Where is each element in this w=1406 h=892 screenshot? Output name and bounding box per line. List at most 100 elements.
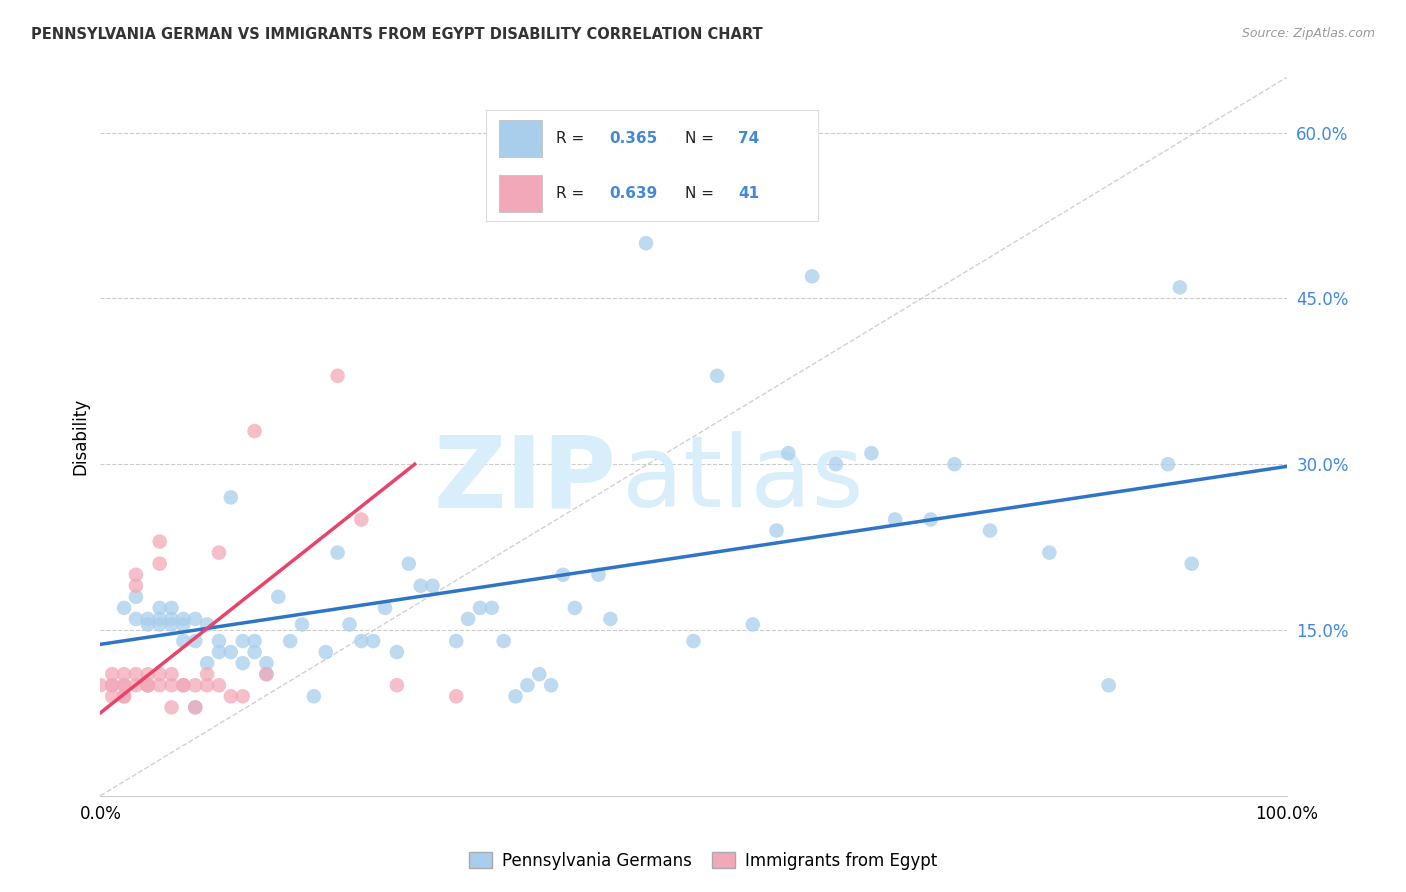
Point [824,457,846,471]
Point [385,678,408,692]
Point [943,457,966,471]
Point [149,678,172,692]
Point [195,678,218,692]
Text: atlas: atlas [623,431,863,528]
Legend: Pennsylvania Germans, Immigrants from Egypt: Pennsylvania Germans, Immigrants from Eg… [463,846,943,877]
Point [195,617,218,632]
Point [254,667,277,681]
Point [564,600,586,615]
Point [920,512,942,526]
Point [101,678,124,692]
Point [172,612,194,626]
Point [409,579,432,593]
Point [326,546,349,560]
Point [101,678,124,692]
Point [243,424,266,438]
Point [444,690,467,704]
Point [136,678,159,692]
Point [588,567,610,582]
Point [682,634,704,648]
Point [350,634,373,648]
Point [374,600,396,615]
Point [254,656,277,670]
Point [160,600,183,615]
Point [278,634,301,648]
Point [302,690,325,704]
Point [529,667,551,681]
Point [149,667,172,681]
Point [505,690,527,704]
Point [232,634,254,648]
Point [219,690,242,704]
Point [112,667,135,681]
Point [172,678,194,692]
Point [136,678,159,692]
Point [801,269,824,284]
Point [291,617,314,632]
Point [112,600,135,615]
Point [361,634,384,648]
Point [516,678,538,692]
Point [1181,557,1204,571]
Point [125,667,148,681]
Point [232,656,254,670]
Point [160,678,183,692]
Point [136,617,159,632]
Point [1038,546,1060,560]
Point [634,236,657,251]
Point [125,590,148,604]
Point [149,617,172,632]
Point [149,612,172,626]
Point [1098,678,1121,692]
Point [208,678,231,692]
Point [172,678,194,692]
Point [208,634,231,648]
Point [326,368,349,383]
Text: ZIP: ZIP [433,431,616,528]
Point [267,590,290,604]
Point [149,534,172,549]
Point [492,634,515,648]
Point [540,678,562,692]
Point [112,690,135,704]
Point [136,678,159,692]
Point [765,524,787,538]
Point [112,678,135,692]
Point [160,667,183,681]
Point [160,617,183,632]
Point [184,700,207,714]
Point [172,617,194,632]
Point [457,612,479,626]
Text: PENNSYLVANIA GERMAN VS IMMIGRANTS FROM EGYPT DISABILITY CORRELATION CHART: PENNSYLVANIA GERMAN VS IMMIGRANTS FROM E… [31,27,762,42]
Text: Source: ZipAtlas.com: Source: ZipAtlas.com [1241,27,1375,40]
Point [136,667,159,681]
Point [125,567,148,582]
Point [195,656,218,670]
Point [254,667,277,681]
Point [422,579,444,593]
Point [1168,280,1191,294]
Point [125,612,148,626]
Point [1157,457,1180,471]
Point [481,600,503,615]
Point [125,678,148,692]
Y-axis label: Disability: Disability [72,398,89,475]
Point [219,645,242,659]
Point [112,678,135,692]
Point [444,634,467,648]
Point [243,634,266,648]
Point [208,546,231,560]
Point [468,600,491,615]
Point [398,557,420,571]
Point [551,567,574,582]
Point [112,690,135,704]
Point [208,645,231,659]
Point [350,512,373,526]
Point [599,612,621,626]
Point [101,667,124,681]
Point [184,612,207,626]
Point [149,557,172,571]
Point [101,690,124,704]
Point [741,617,763,632]
Point [195,667,218,681]
